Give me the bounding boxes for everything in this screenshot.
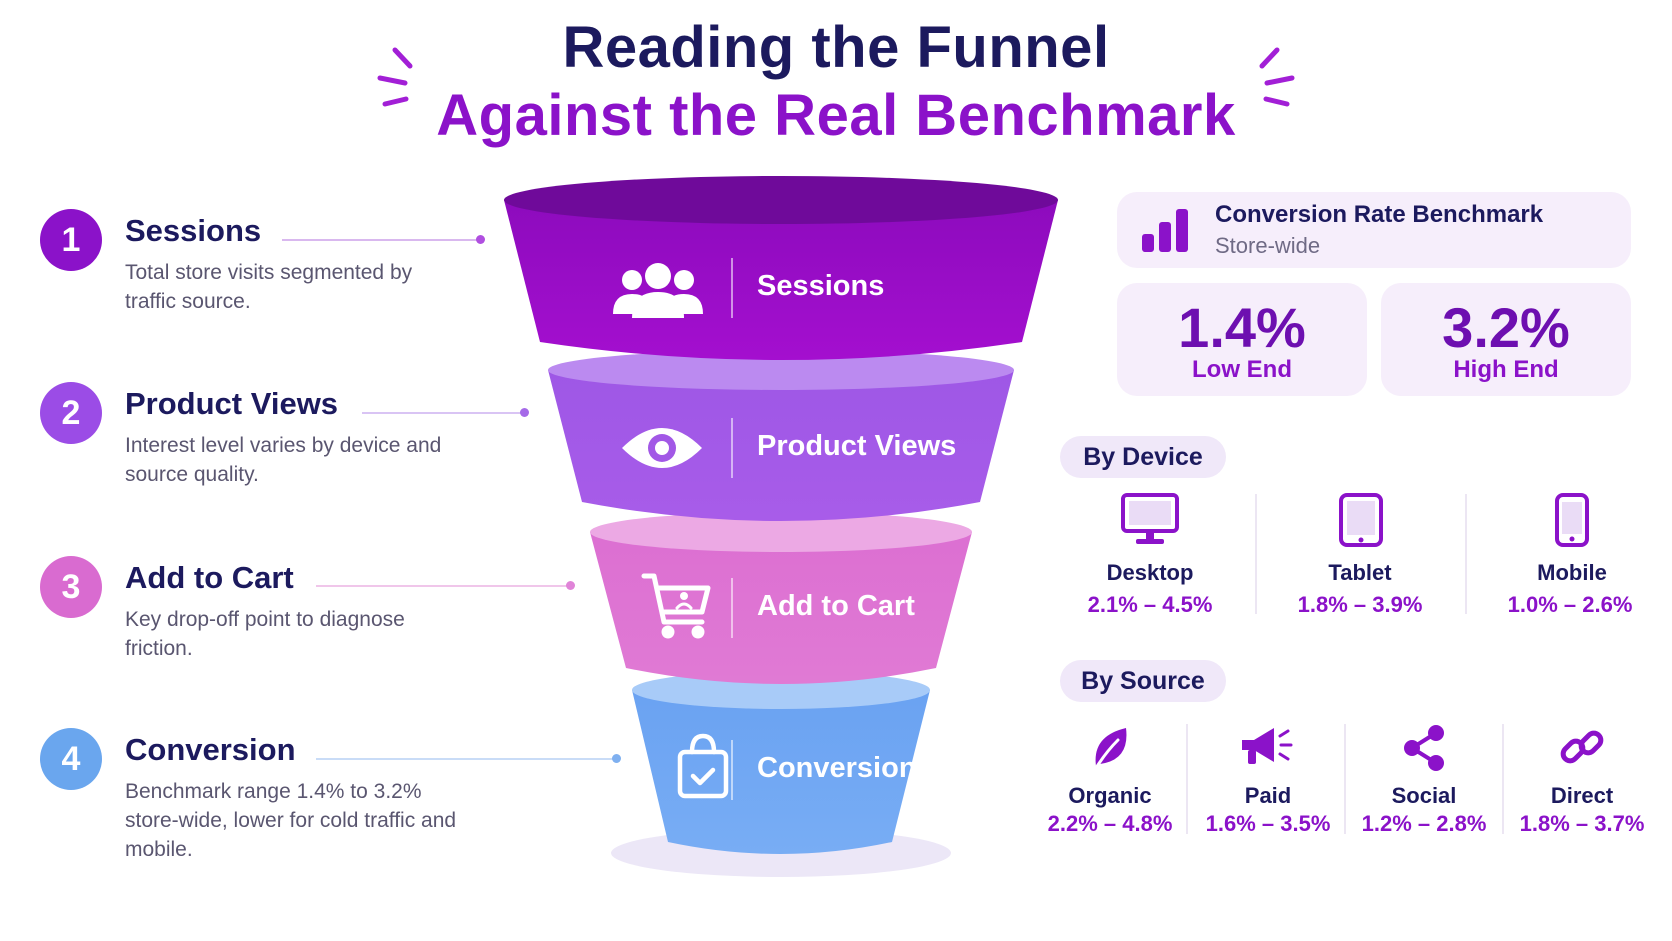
step-3-leader-dot — [566, 581, 575, 590]
step-4-leader-line — [316, 758, 616, 760]
step-1-leader-dot — [476, 235, 485, 244]
link-icon — [1560, 730, 1604, 764]
step-3-description: Key drop-off point to diagnose friction. — [125, 608, 405, 660]
source-direct-range: 1.8% – 3.7% — [1519, 811, 1645, 836]
source-divider-3 — [1502, 724, 1504, 834]
step-3-title: Add to Cart — [125, 560, 294, 595]
funnel-stage-conversion — [632, 690, 930, 854]
benchmark-card — [1117, 192, 1631, 268]
eye-icon — [622, 428, 702, 468]
funnel-stage-add-to-cart-rim — [590, 512, 972, 552]
share-icon — [1404, 725, 1444, 771]
source-organic-range: 2.2% – 4.8% — [1047, 811, 1173, 836]
step-1-description: Total store visits segmented by traffic … — [125, 261, 413, 313]
step-4-number: 4 — [40, 728, 102, 790]
source-social-range: 1.2% – 2.8% — [1361, 811, 1487, 836]
shopping-bag-icon — [677, 733, 729, 799]
step-1-number: 1 — [40, 209, 102, 271]
device-tablet-name: Tablet — [1328, 560, 1392, 585]
title-line-1: Reading the Funnel — [562, 15, 1110, 80]
title-accent-burst — [377, 47, 1295, 107]
step-3-number: 3 — [40, 556, 102, 618]
step-2-leader-dot — [520, 408, 529, 417]
device-desktop-range: 2.1% – 4.5% — [1087, 592, 1213, 617]
funnel-label-conversion: Conversion — [757, 752, 917, 784]
device-divider-2 — [1465, 494, 1467, 614]
device-mobile-range: 1.0% – 2.6% — [1507, 592, 1633, 617]
title-line-2: Against the Real Benchmark — [436, 83, 1236, 148]
source-direct-name: Direct — [1550, 783, 1614, 808]
mobile-icon — [1555, 493, 1589, 547]
step-4-title: Conversion — [125, 732, 296, 767]
megaphone-icon — [1242, 728, 1293, 764]
device-divider-1 — [1255, 494, 1257, 614]
step-2-leader-line — [362, 412, 522, 414]
funnel-stage-conversion-rim — [632, 671, 930, 709]
high-end-card: 3.2% High End — [1381, 283, 1631, 396]
benchmark-subtitle: Store-wide — [1215, 233, 1321, 258]
funnel-label-add-to-cart: Add to Cart — [757, 590, 915, 622]
step-2-description: Interest level varies by device and sour… — [125, 434, 442, 486]
high-end-value: 3.2% — [1442, 296, 1570, 359]
funnel-label-sessions: Sessions — [757, 270, 885, 302]
funnel-stage-product-views-rim — [548, 350, 1014, 390]
source-divider-1 — [1186, 724, 1188, 834]
device-desktop-name: Desktop — [1106, 560, 1194, 585]
by-device-heading: By Device — [1060, 436, 1226, 478]
shopping-cart-icon — [641, 573, 711, 639]
funnel-stage-add-to-cart — [590, 532, 972, 684]
step-4-leader-dot — [612, 754, 621, 763]
funnel-label-product-views: Product Views — [757, 430, 957, 462]
step-3-leader-line — [316, 585, 568, 587]
benchmark-title: Conversion Rate Benchmark — [1215, 201, 1544, 228]
funnel-stage-sessions — [504, 200, 1058, 360]
source-paid-range: 1.6% – 3.5% — [1205, 811, 1331, 836]
funnel-stage-product-views — [548, 370, 1014, 521]
source-divider-2 — [1344, 724, 1346, 834]
high-end-label: High End — [1453, 356, 1559, 383]
low-end-value: 1.4% — [1178, 296, 1306, 359]
users-icon — [613, 263, 703, 318]
step-1-title: Sessions — [125, 213, 262, 248]
desktop-icon — [1121, 493, 1179, 544]
step-4-description: Benchmark range 1.4% to 3.2% store-wide,… — [125, 780, 457, 861]
leaf-icon — [1094, 728, 1127, 770]
bar-chart-icon — [1142, 209, 1188, 252]
tablet-icon — [1339, 493, 1383, 547]
step-1-leader-line — [282, 239, 480, 241]
source-organic-name: Organic — [1068, 783, 1152, 808]
low-end-card: 1.4% Low End — [1117, 283, 1367, 396]
funnel-stage-sessions-rim — [504, 176, 1058, 224]
low-end-label: Low End — [1192, 356, 1292, 383]
step-2-number: 2 — [40, 382, 102, 444]
source-social-name: Social — [1391, 783, 1457, 808]
step-2-title: Product Views — [125, 386, 339, 421]
source-paid-name: Paid — [1244, 783, 1292, 808]
device-mobile-name: Mobile — [1537, 560, 1607, 585]
by-source-heading: By Source — [1060, 660, 1226, 702]
device-tablet-range: 1.8% – 3.9% — [1297, 592, 1423, 617]
